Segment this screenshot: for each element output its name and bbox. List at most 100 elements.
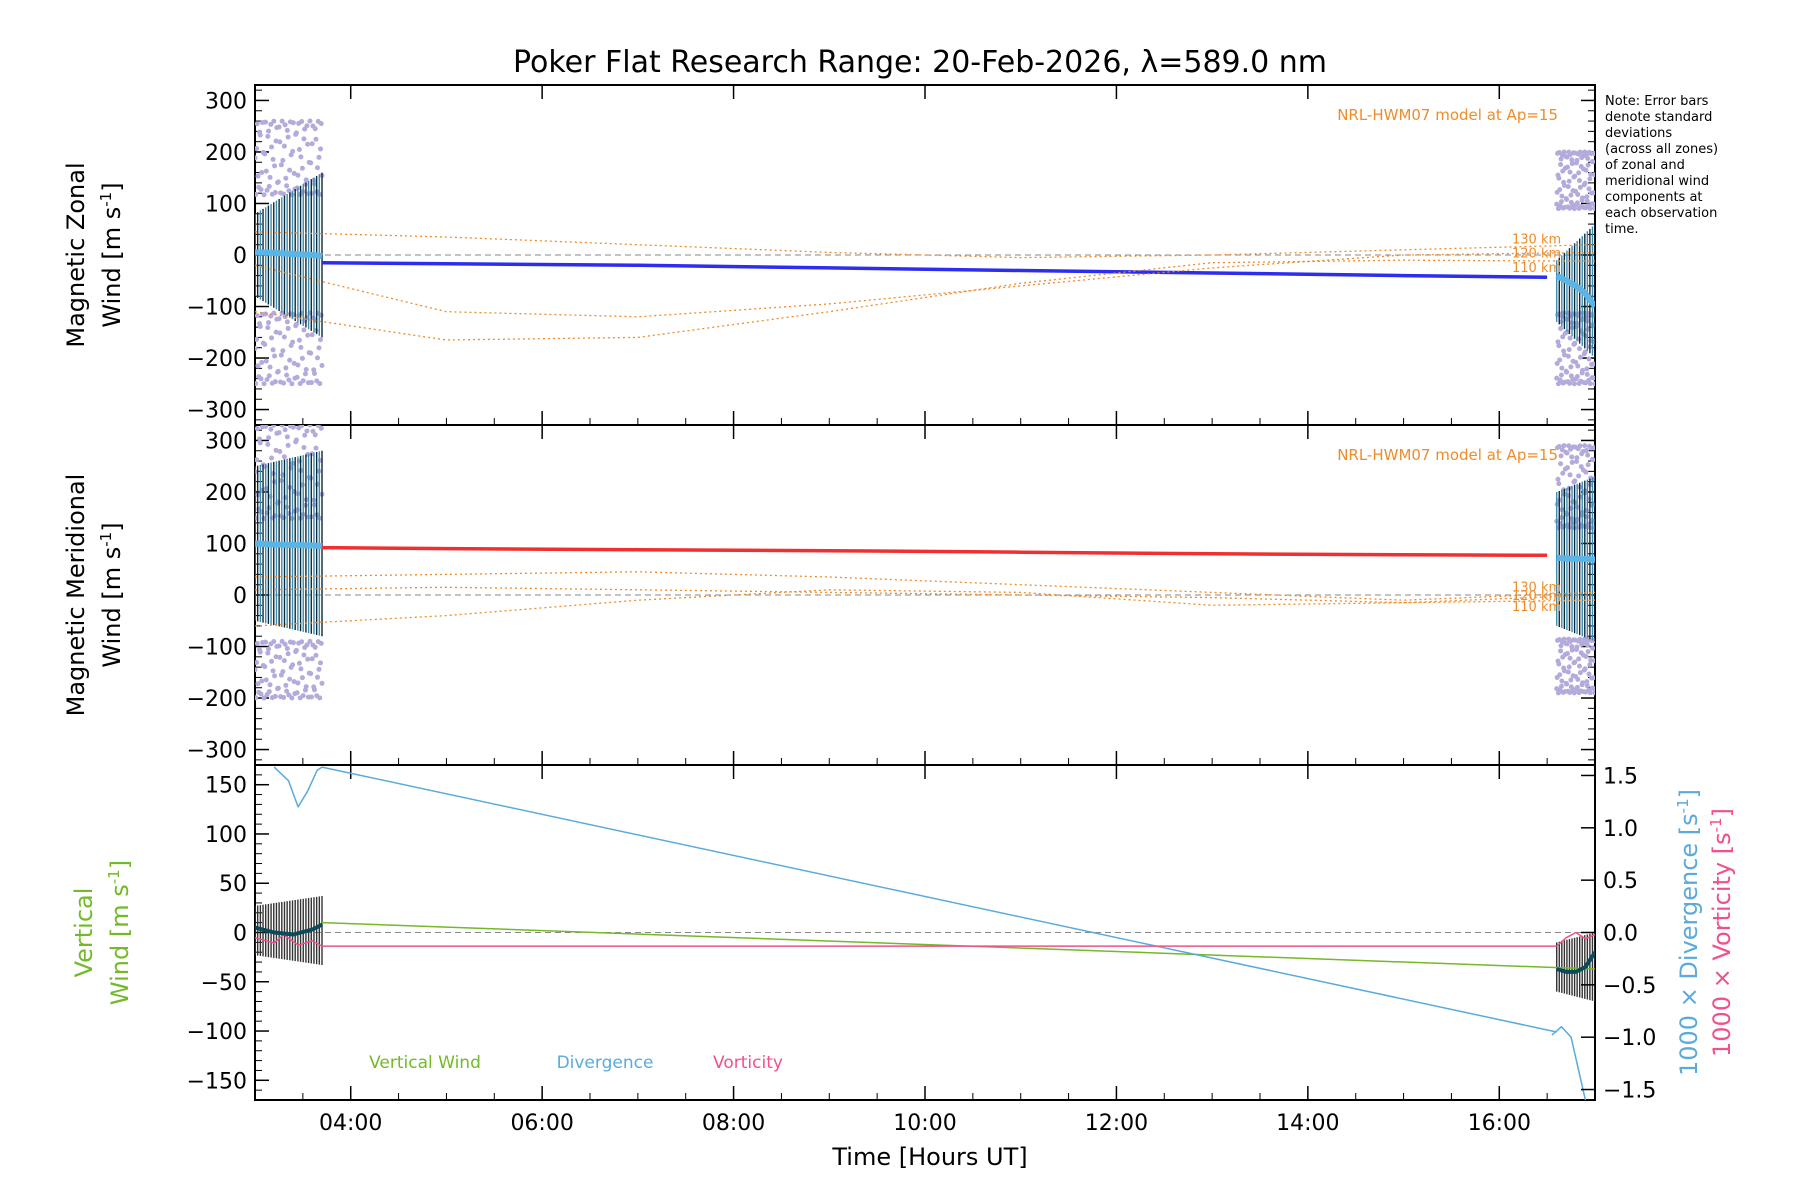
scatter-point-late [1592, 381, 1595, 387]
y-tick-label: 100 [205, 192, 247, 217]
scatter-point-late [1556, 175, 1562, 181]
scatter-point-early [313, 136, 319, 142]
scatter-point-early [299, 165, 305, 171]
scatter-point-early [255, 681, 261, 687]
note-line-2: denote standard [1605, 110, 1712, 125]
scatter-point-early [255, 695, 259, 701]
altitude-label: 130 km [1512, 233, 1561, 248]
scatter-point-early [257, 436, 263, 442]
scatter-point-early [298, 666, 304, 672]
scatter-point-late [1571, 381, 1577, 387]
scatter-point-early [290, 148, 296, 154]
scatter-point-late [1558, 461, 1564, 467]
scatter-point-early [308, 160, 314, 166]
observed-wind-line [255, 540, 323, 550]
scatter-point-early [257, 649, 263, 655]
scatter-point-late [1569, 161, 1575, 167]
scatter-point-early [290, 640, 296, 646]
scatter-point-early [258, 187, 264, 193]
legend-entry: Vertical Wind [369, 1053, 481, 1073]
scatter-point-late [1585, 649, 1591, 655]
altitude-label: 110 km [1512, 261, 1561, 276]
scatter-point-late [1569, 454, 1575, 460]
scatter-point-early [255, 155, 258, 161]
scatter-point-early [290, 662, 296, 668]
observed-wind-line [1555, 272, 1595, 309]
scatter-point-late [1585, 162, 1591, 168]
scatter-point-early [319, 680, 325, 686]
scatter-point-early [275, 368, 281, 374]
scatter-point-early [271, 118, 277, 124]
scatter-point-late [1585, 452, 1591, 458]
scatter-point-early [259, 678, 265, 684]
scatter-point-early [277, 330, 283, 336]
scatter-point-early [273, 654, 279, 660]
scatter-point-late [1564, 465, 1570, 471]
y-tick-label: −200 [187, 687, 247, 712]
scatter-point-early [276, 430, 282, 436]
y-axis-label-line2: Wind [m s-1] [105, 860, 134, 1005]
y-tick-label: −50 [201, 971, 247, 996]
scatter-point-early [308, 350, 314, 356]
scatter-point-early [295, 172, 301, 178]
scatter-point-early [318, 121, 324, 127]
scatter-point-late [1557, 672, 1563, 678]
y-tick-label: 100 [205, 823, 247, 848]
scatter-point-late [1586, 356, 1592, 362]
note-line-8: each observation [1605, 206, 1717, 221]
vertical-wind-obs [1556, 951, 1595, 974]
scatter-point-late [1566, 178, 1572, 184]
scatter-point-late [1564, 450, 1570, 456]
scatter-point-late [1574, 455, 1580, 461]
hwm-model-line [255, 589, 1595, 627]
scatter-point-early [309, 141, 315, 147]
scatter-point-late [1565, 669, 1571, 675]
scatter-point-early [272, 693, 278, 699]
scatter-point-late [1559, 678, 1565, 684]
scatter-point-late [1574, 374, 1580, 380]
scatter-point-late [1591, 361, 1595, 367]
scatter-point-early [282, 427, 288, 433]
altitude-label: 130 km [1512, 580, 1561, 595]
scatter-point-early [307, 118, 313, 124]
scatter-point-early [287, 357, 293, 363]
scatter-point-late [1587, 206, 1593, 212]
scatter-point-late [1567, 335, 1573, 341]
scatter-point-late [1555, 476, 1561, 482]
divergence-line [273, 766, 323, 808]
scatter-point-late [1580, 367, 1586, 373]
scatter-point-late [1582, 349, 1588, 355]
scatter-point-early [284, 434, 290, 440]
scatter-point-early [280, 348, 286, 354]
scatter-point-early [289, 695, 295, 701]
scatter-point-early [284, 319, 290, 325]
scatter-point-early [293, 321, 299, 327]
scatter-point-late [1591, 150, 1595, 156]
scatter-point-late [1559, 365, 1565, 371]
y-tick-label: 0 [233, 244, 247, 269]
scatter-point-early [312, 644, 318, 650]
scatter-point-late [1590, 375, 1595, 381]
scatter-point-late [1566, 347, 1572, 353]
scatter-point-early [317, 381, 323, 387]
scatter-point-late [1583, 469, 1589, 475]
scatter-point-early [276, 124, 282, 130]
scatter-point-early [259, 170, 265, 176]
scatter-point-early [255, 336, 260, 342]
scatter-point-early [272, 353, 278, 359]
scatter-point-late [1584, 371, 1590, 377]
y-tick-label: 200 [205, 141, 247, 166]
scatter-point-early [276, 316, 282, 322]
y-tick-label: 0 [233, 584, 247, 609]
scatter-point-early [293, 130, 299, 136]
scatter-point-early [281, 143, 287, 149]
scatter-point-late [1585, 156, 1591, 162]
scatter-point-late [1588, 171, 1594, 177]
scatter-point-early [269, 455, 275, 461]
y-axis-label-line2: Wind [m s-1] [97, 522, 126, 667]
y2-tick-label: 1.5 [1603, 764, 1638, 789]
scatter-point-early [279, 118, 285, 124]
note-line-1: Note: Error bars [1605, 94, 1709, 109]
scatter-point-late [1592, 172, 1595, 178]
